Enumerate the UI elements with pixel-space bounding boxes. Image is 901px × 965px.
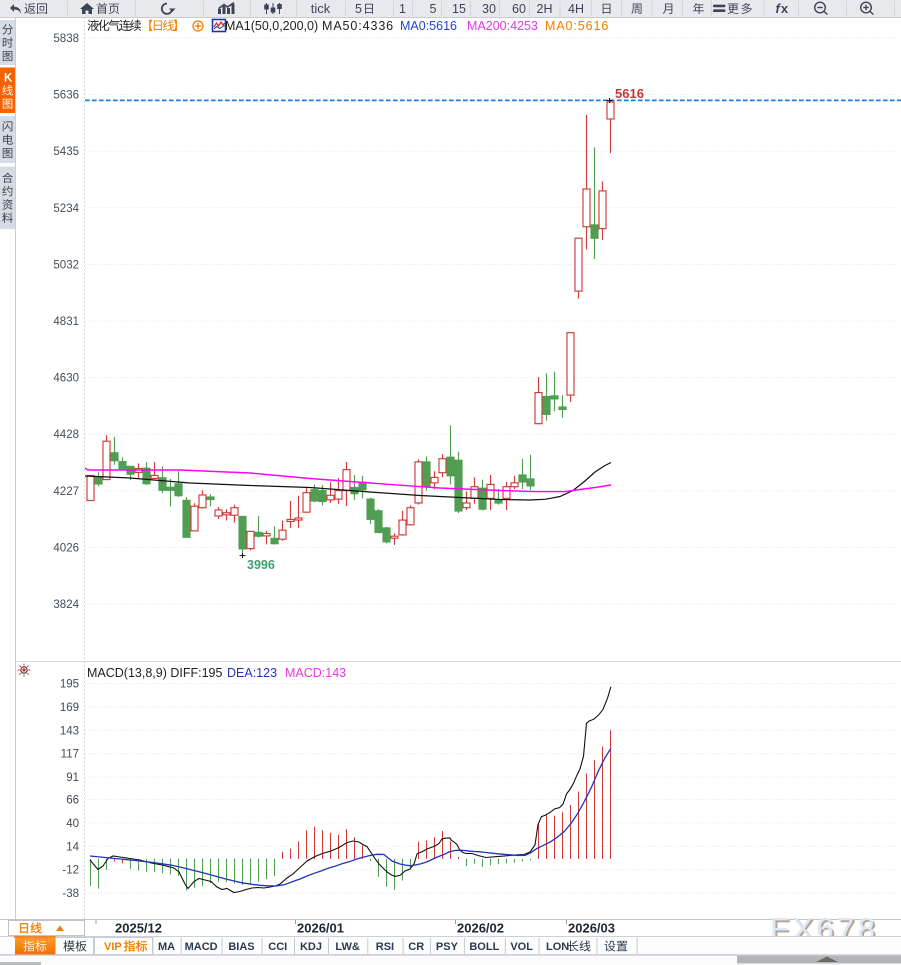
svg-text:MA0:5616: MA0:5616	[545, 19, 609, 33]
svg-text:5636: 5636	[53, 90, 79, 102]
svg-text:RSI: RSI	[376, 941, 394, 953]
svg-text:K: K	[4, 72, 13, 84]
svg-text:4428: 4428	[53, 429, 79, 441]
svg-text:2025/12: 2025/12	[115, 921, 162, 936]
svg-text:5234: 5234	[53, 203, 79, 215]
svg-text:-12: -12	[62, 865, 79, 877]
svg-text:117: 117	[61, 749, 79, 761]
svg-text:LON: LON	[546, 941, 569, 953]
svg-text:VIP: VIP	[104, 941, 122, 953]
svg-text:VOL: VOL	[510, 941, 533, 953]
svg-text:tick: tick	[311, 1, 331, 16]
svg-text:4227: 4227	[53, 486, 79, 498]
svg-text:4H: 4H	[568, 2, 584, 16]
svg-text:14: 14	[66, 841, 79, 853]
svg-text:195: 195	[60, 679, 79, 691]
svg-text:MA200:4253: MA200:4253	[467, 19, 538, 33]
svg-text:PSY: PSY	[436, 941, 459, 953]
svg-text:4831: 4831	[53, 316, 79, 328]
svg-text:143: 143	[60, 725, 79, 737]
svg-text:66: 66	[66, 795, 79, 807]
svg-text:5435: 5435	[53, 146, 79, 158]
svg-text:30: 30	[482, 2, 496, 16]
svg-text:CCI: CCI	[268, 941, 287, 953]
svg-text:5616: 5616	[615, 86, 644, 101]
svg-text:BIAS: BIAS	[228, 941, 254, 953]
svg-text:LW&: LW&	[335, 941, 359, 953]
svg-text:MA1(50,0,200,0): MA1(50,0,200,0)	[225, 19, 318, 33]
svg-text:169: 169	[60, 702, 79, 714]
svg-text:CR: CR	[408, 941, 424, 953]
svg-text:5838: 5838	[53, 33, 79, 45]
svg-text:MACD(13,8,9) DIFF:195: MACD(13,8,9) DIFF:195	[87, 666, 223, 680]
svg-text:2026/03: 2026/03	[568, 921, 615, 936]
svg-text:4630: 4630	[53, 373, 79, 385]
svg-text:2026/02: 2026/02	[457, 921, 504, 936]
svg-text:DEA:123: DEA:123	[227, 666, 277, 680]
svg-text:2026/01: 2026/01	[297, 921, 344, 936]
svg-text:MA: MA	[158, 941, 175, 953]
svg-text:MA50:4336: MA50:4336	[322, 19, 394, 33]
svg-text:3824: 3824	[53, 599, 79, 611]
svg-text:MACD: MACD	[185, 941, 218, 953]
svg-text:fx: fx	[776, 1, 789, 16]
svg-text:5: 5	[355, 2, 362, 16]
svg-text:15: 15	[452, 2, 466, 16]
svg-text:3996: 3996	[247, 558, 275, 572]
svg-text:KDJ: KDJ	[300, 941, 322, 953]
svg-text:91: 91	[66, 772, 79, 784]
svg-text:5032: 5032	[53, 259, 79, 271]
svg-text:5: 5	[430, 2, 437, 16]
svg-text:1: 1	[399, 2, 406, 16]
svg-text:-38: -38	[62, 888, 79, 900]
svg-text:4026: 4026	[53, 542, 79, 554]
svg-text:60: 60	[512, 2, 526, 16]
svg-text:2H: 2H	[537, 2, 553, 16]
svg-text:MA0:5616: MA0:5616	[400, 19, 457, 33]
svg-text:MACD:143: MACD:143	[285, 666, 346, 680]
svg-text:BOLL: BOLL	[469, 941, 499, 953]
svg-text:40: 40	[66, 818, 79, 830]
